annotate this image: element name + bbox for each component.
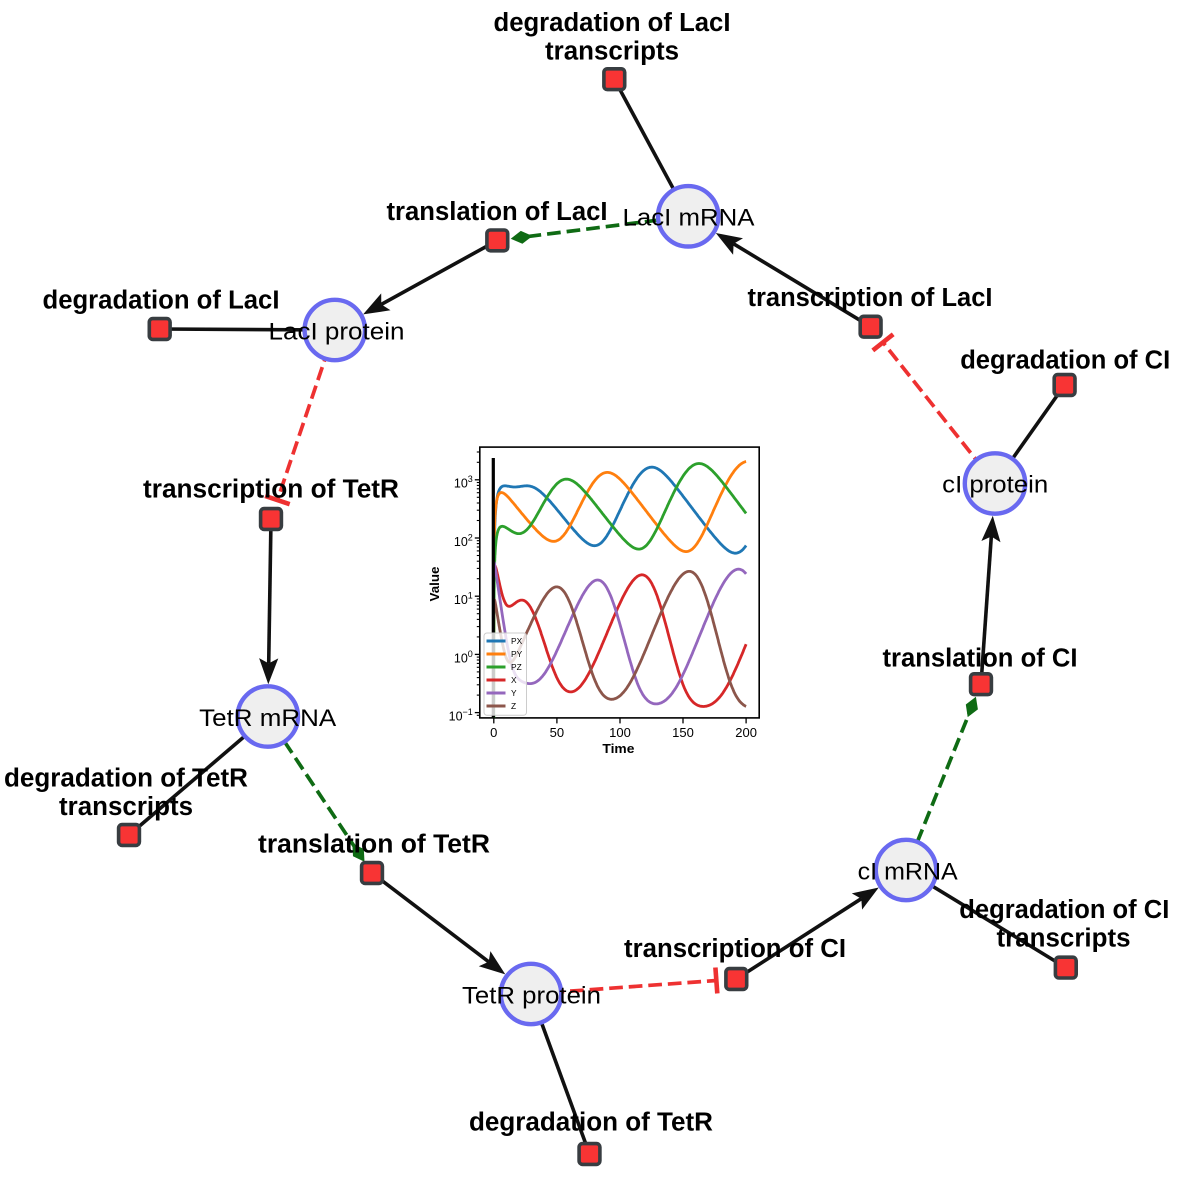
svg-text:degradation of LacI: degradation of LacI bbox=[43, 287, 280, 315]
svg-text:transcripts: transcripts bbox=[59, 793, 193, 821]
svg-text:Value: Value bbox=[427, 567, 442, 602]
svg-text:cI protein: cI protein bbox=[942, 472, 1048, 499]
svg-text:cI mRNA: cI mRNA bbox=[858, 858, 959, 885]
svg-text:Time: Time bbox=[602, 741, 634, 756]
svg-text:transcription of LacI: transcription of LacI bbox=[748, 284, 993, 312]
svg-text:TetR protein: TetR protein bbox=[462, 982, 601, 1009]
svg-text:transcription of TetR: transcription of TetR bbox=[143, 476, 399, 504]
svg-text:degradation of CI: degradation of CI bbox=[959, 896, 1169, 924]
svg-text:degradation of TetR: degradation of TetR bbox=[4, 765, 248, 793]
svg-text:Z: Z bbox=[511, 701, 516, 711]
svg-text:transcripts: transcripts bbox=[545, 38, 679, 66]
svg-text:Y: Y bbox=[511, 688, 517, 698]
svg-text:X: X bbox=[511, 675, 517, 685]
svg-text:100: 100 bbox=[609, 725, 631, 740]
svg-text:TetR mRNA: TetR mRNA bbox=[199, 705, 337, 732]
svg-text:LacI protein: LacI protein bbox=[269, 318, 405, 345]
svg-text:LacI mRNA: LacI mRNA bbox=[623, 205, 756, 232]
svg-text:200: 200 bbox=[735, 725, 757, 740]
svg-text:PZ: PZ bbox=[511, 662, 522, 672]
svg-text:translation of CI: translation of CI bbox=[883, 645, 1078, 673]
svg-text:50: 50 bbox=[550, 725, 564, 740]
svg-text:degradation of CI: degradation of CI bbox=[960, 347, 1170, 375]
svg-text:translation of LacI: translation of LacI bbox=[387, 198, 608, 226]
svg-text:0: 0 bbox=[490, 725, 497, 740]
svg-text:transcription of CI: transcription of CI bbox=[624, 935, 846, 963]
svg-text:150: 150 bbox=[672, 725, 694, 740]
svg-text:PX: PX bbox=[511, 636, 523, 646]
svg-text:degradation of TetR: degradation of TetR bbox=[469, 1109, 713, 1137]
svg-text:transcripts: transcripts bbox=[997, 924, 1131, 952]
svg-text:degradation of LacI: degradation of LacI bbox=[494, 9, 731, 37]
svg-text:PY: PY bbox=[511, 649, 523, 659]
svg-text:translation of TetR: translation of TetR bbox=[258, 831, 490, 859]
